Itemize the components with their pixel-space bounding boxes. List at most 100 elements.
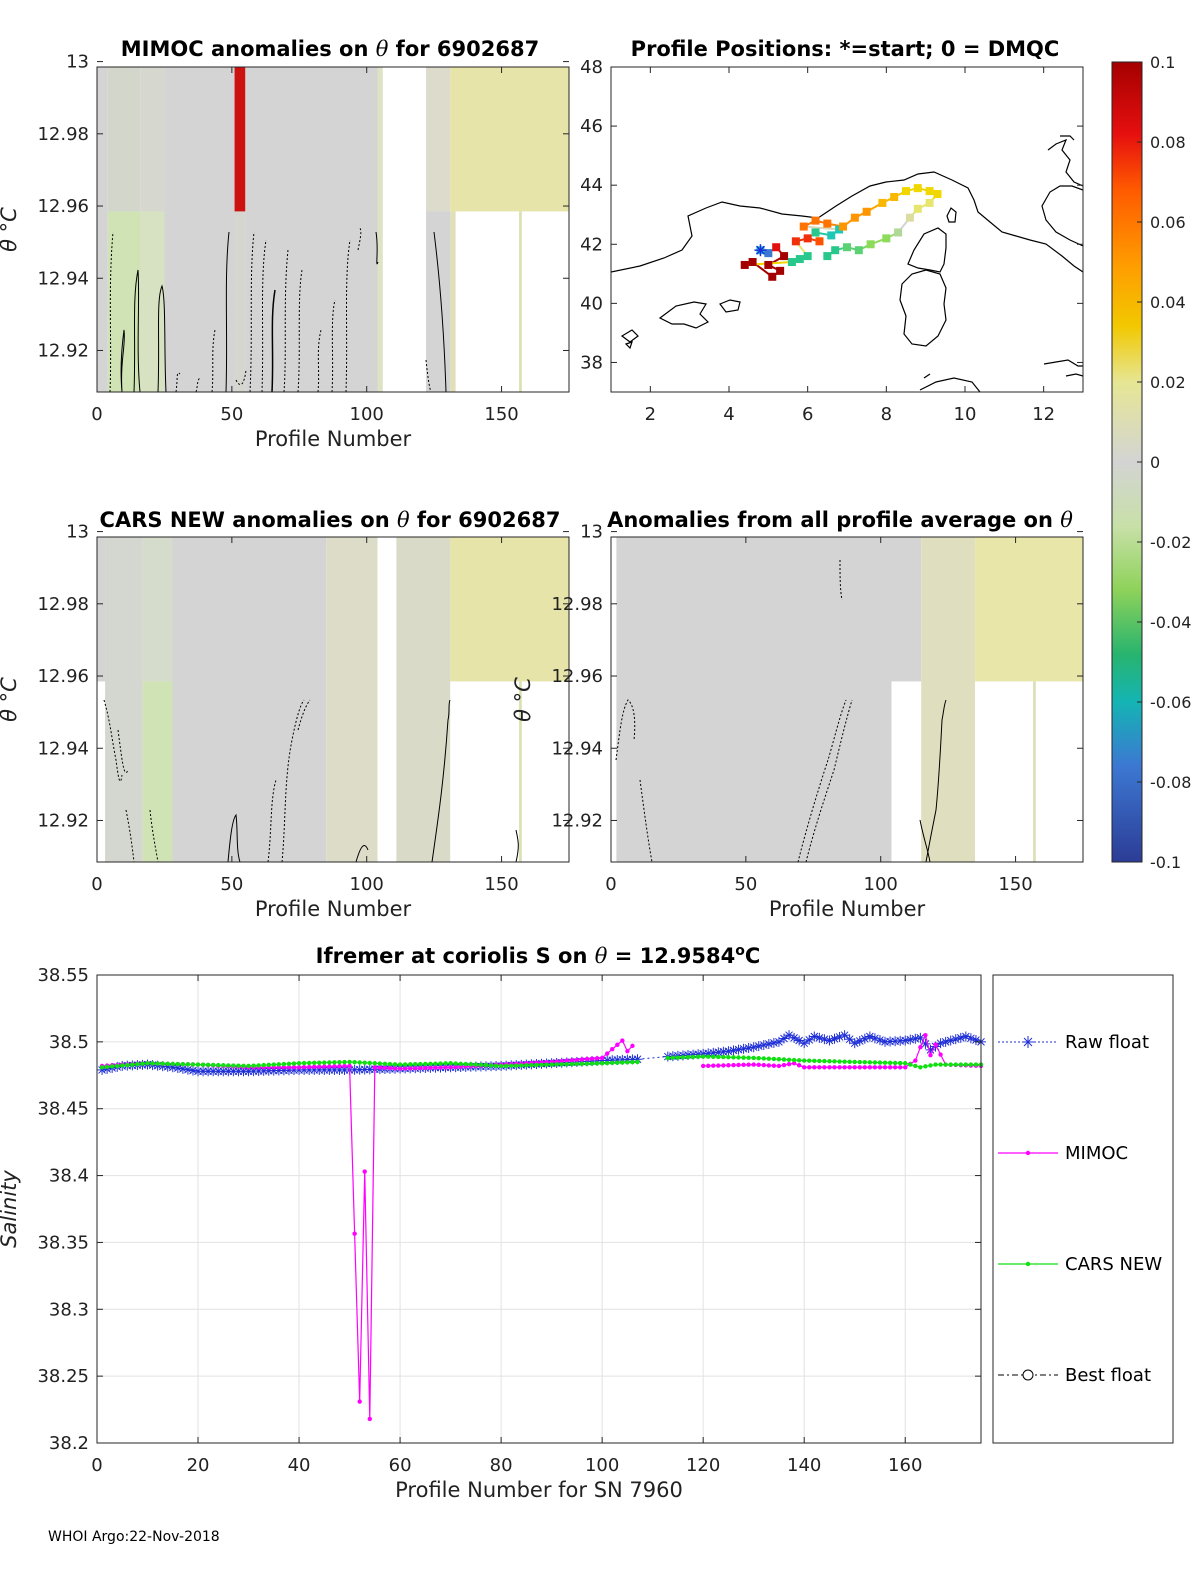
x-tick-label: 50: [220, 874, 243, 895]
heatmap-cell: [891, 681, 922, 862]
series-dot: [751, 1062, 756, 1067]
x-tick-label: 10: [954, 404, 977, 425]
colorbar-tick-label: 0.02: [1150, 373, 1186, 392]
series-dot: [155, 1061, 160, 1066]
raw-star-marker: [819, 1034, 830, 1045]
legend-item-raw: Raw float: [998, 1032, 1149, 1053]
series-dot: [867, 1060, 873, 1065]
series-dot: [317, 1060, 322, 1065]
series-gap-connector: [637, 1056, 668, 1060]
profile-marker: [866, 240, 875, 249]
y-axis-label: θ °C: [0, 677, 21, 722]
series-dot: [569, 1058, 575, 1063]
series-dot: [857, 1059, 862, 1065]
series-dot: [706, 1063, 711, 1068]
star-stroke: [835, 1033, 844, 1041]
series-dot: [781, 1057, 787, 1062]
raw-star-marker: [970, 1035, 981, 1046]
profile-marker: [882, 234, 891, 243]
series-dot: [125, 1062, 130, 1068]
profile-marker: [803, 234, 812, 243]
title-part: for 6902687: [410, 508, 561, 532]
series-dot: [453, 1064, 458, 1070]
series-dot: [312, 1060, 317, 1066]
all-profile-average-anomaly-panel: 0 50 100 150 12.92 12.94 12.96 12.98 13 Profile N…: [511, 508, 1084, 921]
series-dot: [604, 1060, 610, 1066]
series-dot: [761, 1062, 766, 1068]
series-dot: [766, 1063, 772, 1068]
series-dot: [347, 1059, 352, 1065]
series-dot: [791, 1061, 797, 1066]
legend-label: Raw float: [1065, 1032, 1149, 1053]
series-dot: [514, 1063, 519, 1068]
raw-star-marker: [738, 1043, 749, 1054]
series-dot: [99, 1065, 105, 1070]
series-dot: [771, 1056, 777, 1062]
series-dot: [286, 1065, 292, 1070]
profile-marker: [827, 231, 836, 240]
series-dot: [938, 1052, 943, 1057]
star-stroke: [759, 1041, 768, 1049]
title-part: Ifremer at coriolis S on: [316, 944, 595, 968]
series-dot: [453, 1061, 458, 1066]
star-stroke: [926, 1046, 935, 1054]
series-dot: [584, 1061, 590, 1066]
track-segment: [803, 225, 840, 231]
series-dot: [281, 1065, 287, 1070]
profile-marker: [839, 222, 848, 231]
heatmap-cell: [426, 211, 451, 392]
start-star-stroke: [755, 245, 765, 255]
chart-title: Ifremer at coriolis S on θ = 12.9584oC: [316, 943, 761, 968]
heatmap-cell: [616, 537, 892, 862]
series-dot: [887, 1065, 893, 1070]
heatmap-cell: [234, 211, 246, 392]
series-dot: [802, 1058, 807, 1063]
star-stroke: [876, 1036, 884, 1044]
series-dot: [327, 1064, 332, 1069]
series-dot: [362, 1169, 367, 1174]
star-stroke: [704, 1049, 713, 1058]
y-tick-label: 12.96: [37, 196, 89, 217]
y-tick-label: 12.98: [37, 594, 89, 615]
star-stroke: [911, 1034, 920, 1043]
series-dot: [887, 1060, 893, 1066]
title-part: θ: [1060, 508, 1073, 532]
series-dot: [897, 1060, 903, 1066]
x-tick-label: 150: [484, 404, 518, 425]
series-dot: [963, 1062, 969, 1067]
series-dot: [852, 1059, 857, 1065]
x-axis-label: Profile Number: [255, 427, 412, 451]
heatmap-cell: [164, 67, 235, 392]
colorbar-tick-label: 0.04: [1150, 293, 1186, 312]
x-tick-label: 2: [645, 404, 656, 425]
series-dot: [625, 1049, 630, 1054]
series-dot: [579, 1057, 585, 1062]
series-dot: [488, 1063, 494, 1068]
raw-star-marker: [804, 1034, 815, 1045]
series-dot: [761, 1056, 766, 1061]
salinity-series: [97, 1030, 986, 1422]
y-tick-label: 12.98: [551, 594, 603, 615]
y-axis-label: Salinity: [0, 1170, 21, 1248]
star-stroke: [840, 1031, 849, 1040]
series-dot: [261, 1062, 266, 1068]
series-dot: [635, 1059, 640, 1065]
series-dot: [610, 1047, 615, 1052]
series-dot: [741, 1062, 746, 1068]
start-marker: [754, 244, 767, 257]
title-part: θ: [376, 37, 389, 61]
series-dot: [903, 1061, 908, 1066]
series-dot: [968, 1062, 974, 1067]
y-tick-label: 13: [66, 52, 89, 73]
series-dot: [221, 1063, 226, 1068]
colorbar: 0.1 0.08 0.06 0.04 0.02 0 -0.02 -0.04 -0.06 -0.08…: [1111, 53, 1191, 872]
star-stroke: [709, 1048, 718, 1057]
y-axis-label: θ °C: [511, 677, 535, 722]
x-tick-label: 100: [350, 404, 384, 425]
series-dot: [549, 1062, 554, 1067]
series-dot: [306, 1060, 312, 1066]
series-dot: [756, 1062, 761, 1068]
raw-star-marker: [743, 1043, 754, 1054]
footer-credit: WHOI Argo:22-Nov-2018: [48, 1529, 220, 1545]
heatmap-cell: [1033, 681, 1036, 862]
